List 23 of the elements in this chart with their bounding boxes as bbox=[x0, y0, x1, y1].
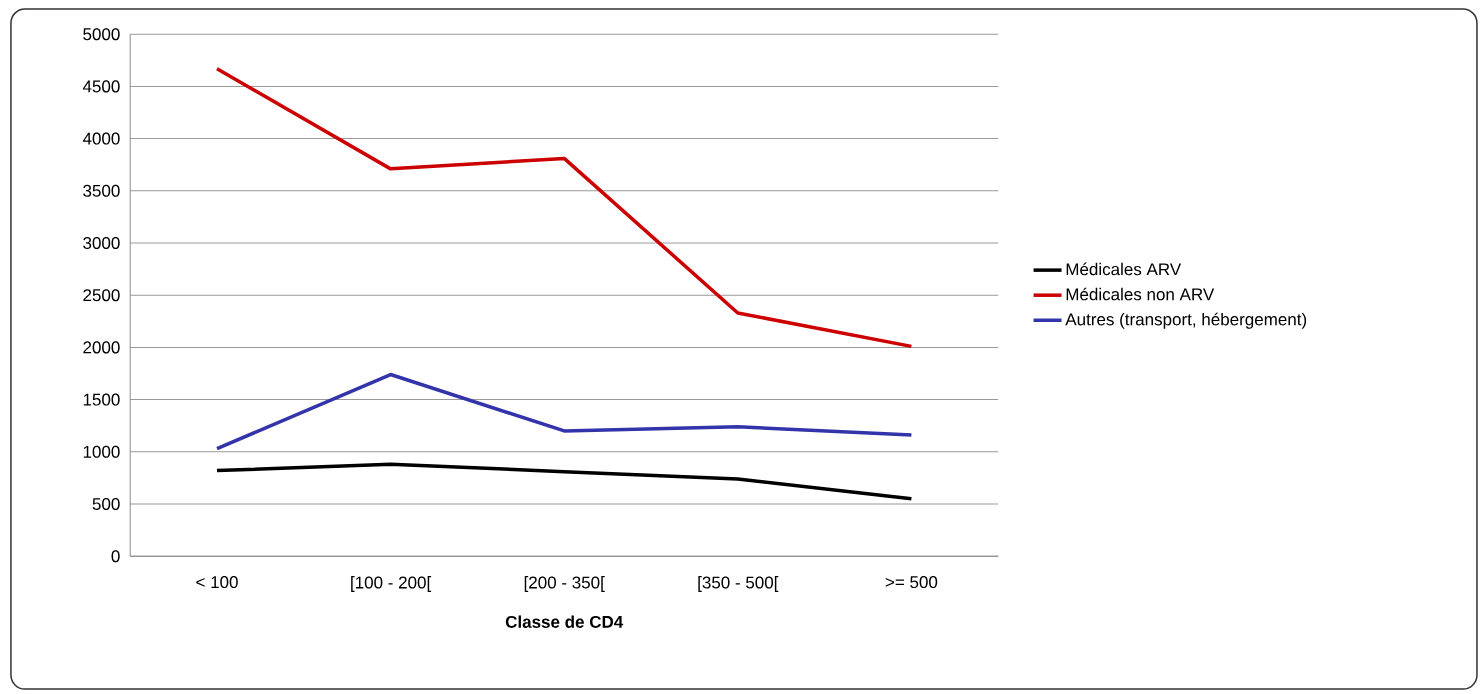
y-tick-label: 5000 bbox=[83, 28, 120, 41]
x-tick-label: >= 500 bbox=[885, 576, 938, 589]
y-tick-label: 500 bbox=[92, 497, 120, 511]
x-tick-label: [200 - 350[ bbox=[524, 576, 605, 592]
x-tick-label: < 100 bbox=[196, 576, 238, 589]
y-tick-label: 3000 bbox=[83, 236, 120, 250]
line-series bbox=[215, 462, 914, 501]
x-tick-label: [100 - 200[ bbox=[351, 576, 432, 592]
legend-label: Médicales ARV bbox=[1066, 262, 1182, 276]
y-tick-label: 2500 bbox=[83, 289, 120, 302]
y-tick-label: 2000 bbox=[83, 341, 120, 354]
y-tick-label: 1500 bbox=[83, 393, 120, 406]
x-tick-label: [350 - 500[ bbox=[698, 576, 779, 592]
y-tick-label: 4500 bbox=[82, 80, 120, 93]
y-tick-label: 4000 bbox=[82, 132, 120, 145]
line-series bbox=[215, 66, 914, 349]
y-tick-label: 1000 bbox=[83, 445, 120, 458]
legend-label: Médicales non ARV bbox=[1066, 287, 1215, 301]
y-tick-label: 3500 bbox=[83, 184, 120, 197]
line-series bbox=[215, 372, 914, 451]
legend-label: Autres (transport, hébergement) bbox=[1065, 312, 1307, 329]
y-tick-label: 0 bbox=[111, 550, 120, 563]
x-axis-title: Classe de CD4 bbox=[505, 615, 624, 628]
